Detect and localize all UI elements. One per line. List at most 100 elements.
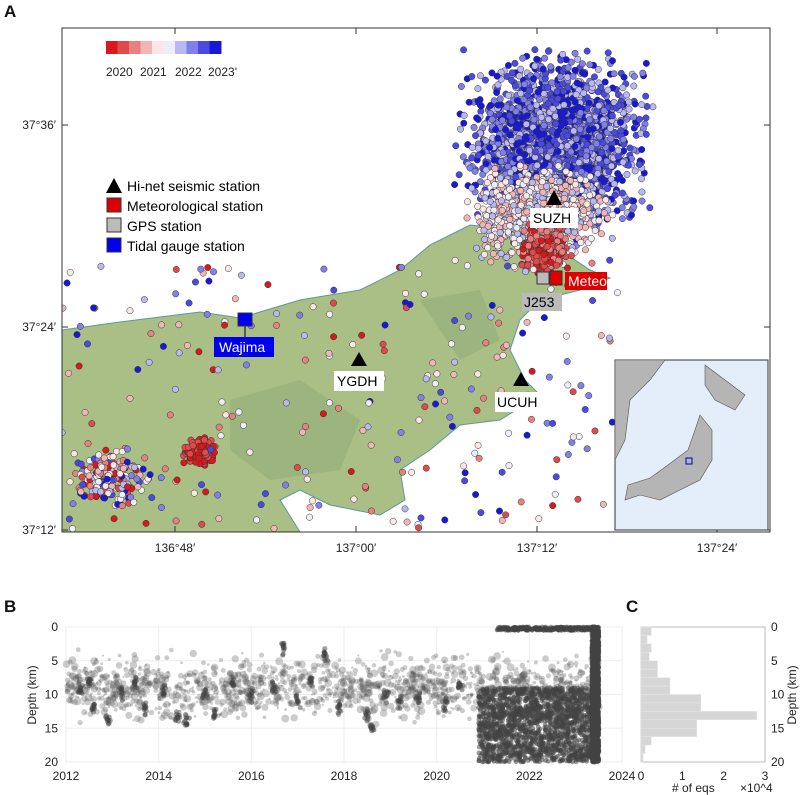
epicenter-dot (63, 279, 71, 287)
epicenter-dot (246, 448, 254, 456)
epicenter-dot (564, 64, 572, 72)
event-point (218, 658, 223, 663)
epicenter-dot (78, 473, 86, 481)
epicenter-dot (533, 161, 541, 169)
epicenter-dot (481, 251, 488, 258)
event-point (77, 719, 83, 726)
epicenter-dot (403, 518, 411, 526)
epicenter-dot (646, 204, 654, 212)
epicenter-dot (103, 475, 111, 483)
epicenter-dot (335, 404, 342, 412)
epicenter-dot (473, 406, 481, 414)
epicenter-dot (606, 124, 614, 132)
epicenter-dot (437, 388, 445, 396)
epicenter-dot (84, 340, 91, 348)
epicenter-dot (95, 451, 103, 459)
event-point (290, 665, 294, 670)
epicenter-dot (320, 265, 328, 273)
colorbar-label: 2021 (140, 65, 167, 79)
epicenter-dot (361, 482, 369, 490)
epicenter-dot (541, 54, 549, 62)
epicenter-dot (584, 133, 592, 141)
station-label-ucuh: UCUH (497, 394, 537, 410)
event-point (342, 703, 348, 709)
epicenter-dot (398, 263, 405, 271)
epicenter-dot (502, 511, 510, 519)
epicenter-dot (498, 116, 506, 124)
epicenter-dot (477, 102, 485, 110)
epicenter-dot (495, 319, 503, 327)
epicenter-dot (567, 177, 574, 185)
epicenter-dot (553, 456, 561, 464)
epicenter-dot (517, 201, 525, 209)
event-point (488, 677, 493, 682)
epicenter-dot (520, 227, 528, 235)
colorbar-swatch (209, 41, 222, 54)
y-tick-label: 37°36′ (22, 118, 56, 132)
epicenter-dot (417, 394, 425, 402)
epicenter-dot (618, 204, 626, 212)
epicenter-dot (66, 478, 74, 486)
epicenter-dot (604, 49, 612, 57)
epicenter-dot (296, 311, 304, 319)
epicenter-dot (441, 397, 449, 405)
epicenter-dot (134, 483, 142, 491)
epicenter-dot (302, 423, 310, 430)
epicenter-dot (496, 229, 504, 237)
epicenter-dot (496, 306, 504, 314)
epicenter-dot (460, 462, 468, 470)
epicenter-dot (482, 166, 490, 174)
epicenter-dot (463, 262, 471, 270)
epicenter-dot (499, 351, 507, 359)
epicenter-dot (450, 371, 458, 378)
epicenter-dot (564, 381, 572, 389)
epicenter-dot (608, 145, 616, 153)
epicenter-dot (282, 399, 290, 407)
square-icon (106, 237, 122, 253)
epicenter-dot (303, 475, 311, 483)
epicenter-dot (594, 170, 602, 178)
event-point (189, 649, 197, 658)
event-point (100, 662, 104, 666)
epicenter-dot (620, 73, 628, 81)
event-point (73, 697, 82, 706)
epicenter-dot (553, 140, 561, 148)
epicenter-dot (494, 242, 502, 250)
epicenter-dot (575, 159, 583, 166)
epicenter-dot (315, 501, 323, 509)
station-label-wajima: Wajima (219, 339, 265, 355)
event-point (143, 663, 151, 671)
epicenter-dot (600, 107, 608, 115)
epicenter-dot (502, 341, 510, 349)
epicenter-dot (562, 168, 570, 175)
event-point (294, 683, 298, 688)
colorbar-label: 2023' (208, 65, 237, 79)
event-point (172, 690, 178, 695)
epicenter-dot (496, 95, 504, 103)
event-point (311, 693, 314, 696)
epicenter-dot (506, 222, 514, 230)
epicenter-dot (583, 445, 591, 453)
epicenter-dot (519, 329, 527, 337)
event-point (352, 667, 359, 674)
epicenter-dot (530, 266, 537, 273)
epicenter-dot (515, 72, 523, 80)
epicenter-dot (70, 450, 78, 458)
epicenter-dot (474, 441, 482, 449)
epicenter-dot (486, 109, 494, 117)
event-point (122, 675, 125, 679)
epicenter-dot (126, 307, 134, 315)
epicenter-dot (511, 59, 519, 67)
epicenter-dot (200, 436, 208, 444)
epicenter-dot (85, 472, 93, 480)
epicenter-dot (402, 289, 409, 297)
epicenter-dot (535, 515, 543, 523)
epicenter-dot (516, 162, 524, 169)
epicenter-dot (598, 230, 605, 238)
event-point (231, 655, 239, 663)
epicenter-dot (468, 73, 476, 80)
epicenter-dot (65, 369, 73, 377)
epicenter-dot (601, 78, 609, 86)
epicenter-dot (461, 477, 469, 485)
colorbar-swatch (186, 41, 199, 54)
